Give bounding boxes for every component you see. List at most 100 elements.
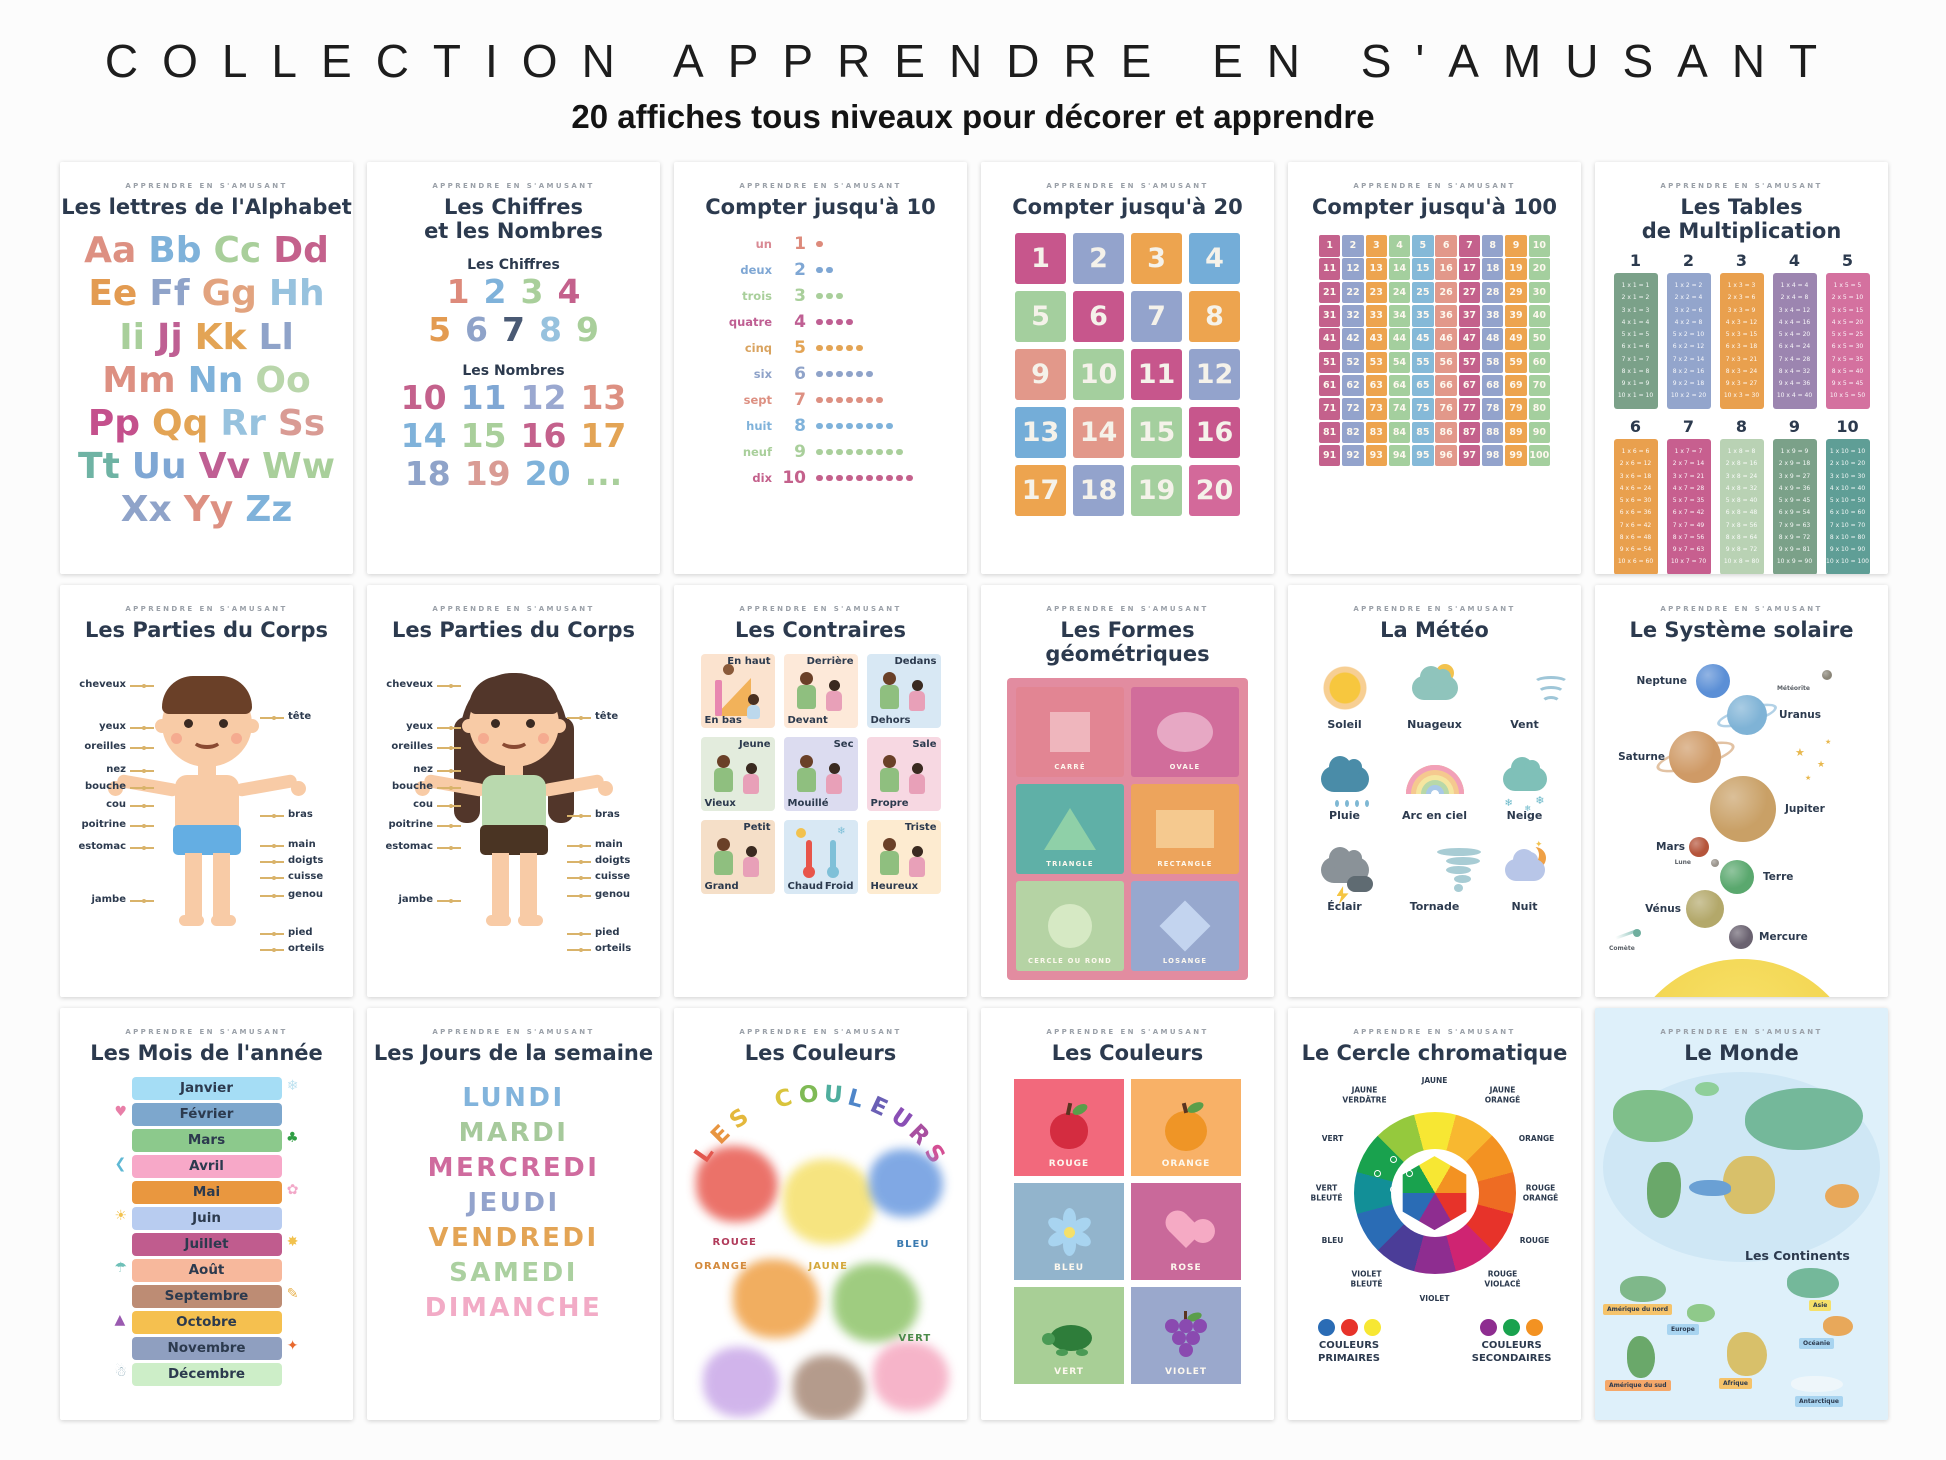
month-icon: ☃ [114, 1364, 128, 1381]
dot [816, 318, 823, 326]
month-bar: Octobre ▲ [115, 1311, 282, 1334]
number-cell: 57 [1458, 351, 1481, 374]
number: 10 [400, 378, 447, 418]
meteo-grid: Soleil Nuageux Vent Pluie Arc en ciel ❄ ❄ ❄ Neig… [1288, 662, 1581, 913]
equation: 4 x 5 = 20 [1831, 318, 1864, 326]
hand [414, 781, 430, 796]
snowflake-icon: ❄ [1535, 794, 1545, 808]
poster-couleurs-grid: APPRENDRE EN S'AMUSANT Les Couleurs ROUG… [981, 1008, 1274, 1420]
dot [876, 474, 883, 482]
number-cell: 79 [1505, 398, 1527, 420]
body-part-label: cuisse [595, 871, 631, 882]
equation: 3 x 10 = 30 [1829, 472, 1866, 480]
number-cell: 88 [1481, 421, 1504, 444]
number-cell: 12 [1342, 258, 1364, 280]
contraire-word-bottom: Dehors [870, 715, 911, 727]
number-cell: 11 [1131, 349, 1182, 401]
dot [866, 474, 873, 482]
poster-compter-10: APPRENDRE EN S'AMUSANT Compter jusqu'à 1… [674, 162, 967, 574]
raindrop-icon [1344, 800, 1349, 808]
count-word: deux [740, 263, 772, 278]
continent-blob [1787, 1268, 1839, 1298]
mini-kid-body [908, 774, 925, 795]
number-cell: 77 [1458, 398, 1481, 420]
legend-label: COULEURS SECONDAIRES [1471, 1340, 1552, 1364]
wind-icon [1540, 696, 1561, 710]
table-column: 7 1 x 7 = 7 2 x 7 = 14 3 x 7 = 21 4 x 7 = 28… [1666, 417, 1711, 574]
wheel-label: VERT BLEUTÉ [1310, 1183, 1343, 1203]
dot [836, 318, 843, 326]
table-body: 1 x 10 = 10 2 x 10 = 20 3 x 10 = 30 4 x 10 … [1825, 439, 1870, 574]
hair-top [161, 676, 252, 714]
alphabet-row: Ii Jj Kk Ll [60, 316, 353, 359]
equation: 1 x 4 = 4 [1780, 282, 1809, 290]
month-bar: Mai ✿ [131, 1181, 299, 1204]
equation: 5 x 4 = 20 [1778, 331, 1811, 339]
planet-label: Neptune [1636, 675, 1687, 687]
meteo-icon-cloudy [1411, 662, 1458, 714]
watercolor-blob [832, 1263, 919, 1343]
equation: 8 x 9 = 72 [1778, 533, 1811, 541]
table-column: 10 1 x 10 = 10 2 x 10 = 20 3 x 10 = 30 4 x 1… [1825, 417, 1870, 574]
dot [816, 370, 823, 378]
kid-figure [107, 673, 307, 973]
mini-kid-body [713, 851, 733, 876]
body-part-label: oreilles [84, 741, 126, 752]
number-cell: 51 [1318, 351, 1341, 374]
count-word: six [753, 367, 772, 382]
number-cell: 3 [1131, 233, 1182, 285]
month-icon: ✦ [286, 1338, 299, 1355]
count-dots [816, 318, 853, 326]
tables-row: 6 1 x 6 = 6 2 x 6 = 12 3 x 6 = 18 4 x 6 = 24… [1595, 417, 1888, 574]
wheel-label: ROUGE VIOLACÉ [1484, 1269, 1521, 1289]
label-line [567, 844, 591, 848]
poster-kicker: APPRENDRE EN S'AMUSANT [432, 605, 595, 613]
equation: 5 x 1 = 5 [1621, 331, 1650, 339]
equation: 4 x 9 = 36 [1778, 484, 1811, 492]
equation: 8 x 5 = 40 [1831, 367, 1864, 375]
table-body: 1 x 5 = 5 2 x 5 = 10 3 x 5 = 15 4 x 5 = 20 5… [1825, 273, 1870, 410]
number-cell: 1 [1318, 235, 1341, 257]
contraire-word-bottom: Vieux [704, 798, 736, 810]
dot [846, 396, 853, 404]
mini-kid-head [716, 755, 730, 769]
table-body: 1 x 1 = 1 2 x 1 = 2 3 x 1 = 3 4 x 1 = 4 5 x … [1613, 273, 1658, 410]
color-wheel [1353, 1112, 1516, 1275]
number-cell: 68 [1481, 374, 1504, 397]
number-cell: 7 [1131, 291, 1182, 343]
number-cell: 30 [1528, 281, 1551, 304]
equation: 8 x 6 = 48 [1619, 533, 1652, 541]
month-label: Septembre [164, 1288, 249, 1305]
monde-subtitle: Les Continents [1745, 1248, 1850, 1263]
page-header: COLLECTION APPRENDRE EN S'AMUSANT 20 aff… [0, 0, 1946, 136]
raindrop-icon [1334, 800, 1339, 808]
solar-system-diagram: Neptune Météorite Uranus Saturne ★ ★ ★ ★ Jupiter… [1595, 585, 1888, 997]
table-body: 1 x 4 = 4 2 x 4 = 8 3 x 4 = 12 4 x 4 = 16 5 … [1772, 273, 1817, 410]
map-blob [1613, 1090, 1693, 1142]
poster-title: Les Contraires [734, 618, 907, 642]
label-line [260, 876, 284, 880]
count-word: huit [746, 419, 772, 434]
contraire-word-top: Triste [904, 822, 937, 834]
number-cell: 28 [1481, 281, 1504, 304]
equation: 5 x 3 = 15 [1725, 331, 1758, 339]
count-word: trois [742, 289, 772, 304]
legend-dots [1480, 1319, 1544, 1337]
letter-pair: Jj [156, 316, 183, 358]
count-word: quatre [728, 315, 772, 330]
color-tile-label: VIOLET [1165, 1367, 1207, 1378]
number-cell: 82 [1342, 421, 1364, 444]
number-cell: 72 [1342, 398, 1364, 420]
count-row: quatre 4 [674, 309, 967, 335]
dot [816, 448, 823, 456]
dot [866, 448, 873, 456]
body-part-label: cheveux [79, 679, 126, 690]
forme-label: OVALE [1169, 763, 1201, 772]
turtle-icon [1042, 1311, 1096, 1361]
body-part-label: orteils [595, 943, 632, 954]
mini-kid-body [796, 768, 816, 793]
month-label: Mars [187, 1132, 226, 1149]
arc-letter: S [725, 1104, 754, 1135]
label-line [130, 846, 154, 850]
mini-kid-body [908, 691, 925, 712]
